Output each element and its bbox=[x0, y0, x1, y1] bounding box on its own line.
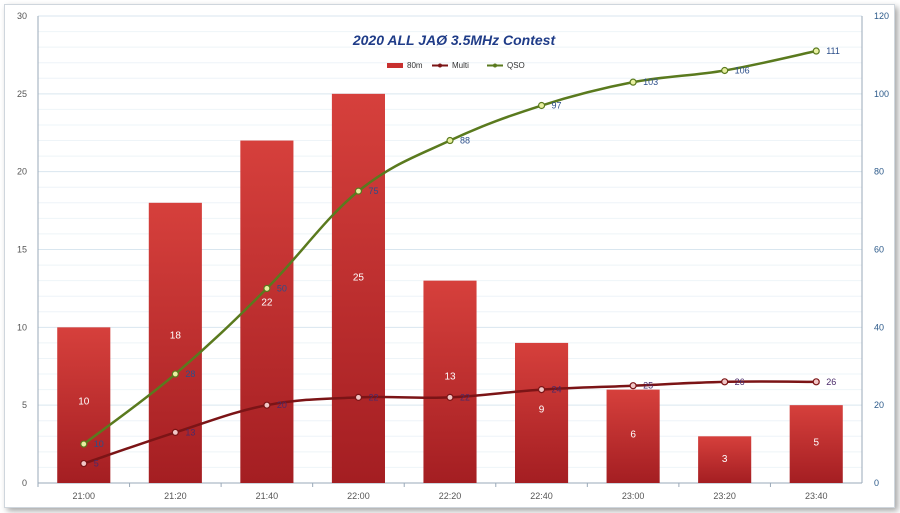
x-tick-label: 23:00 bbox=[622, 491, 645, 501]
point-multi bbox=[721, 378, 729, 386]
x-tick-label: 21:00 bbox=[73, 491, 96, 501]
bar-80m bbox=[698, 436, 752, 483]
point-qso bbox=[812, 47, 820, 55]
point-multi bbox=[263, 401, 271, 409]
y-left-tick-label: 30 bbox=[17, 11, 27, 21]
y-left-tick-label: 25 bbox=[17, 89, 27, 99]
multi-value-label: 22 bbox=[368, 392, 378, 402]
bar-80m bbox=[515, 342, 569, 483]
x-tick-label: 22:00 bbox=[347, 491, 370, 501]
legend-marker-qso bbox=[493, 63, 497, 68]
bar-value-label: 22 bbox=[261, 297, 273, 308]
bar-80m bbox=[789, 405, 843, 483]
qso-value-label: 111 bbox=[826, 46, 840, 56]
multi-value-label: 20 bbox=[277, 400, 287, 410]
y-right-tick-label: 20 bbox=[874, 400, 884, 410]
point-qso bbox=[629, 78, 637, 86]
bar-value-label: 18 bbox=[170, 330, 182, 341]
x-tick-label: 21:20 bbox=[164, 491, 187, 501]
legend-label: Multi bbox=[452, 61, 469, 70]
multi-value-label: 26 bbox=[826, 377, 836, 387]
y-left-tick-label: 0 bbox=[22, 478, 27, 488]
bar-value-label: 3 bbox=[722, 454, 728, 465]
line-qso bbox=[83, 49, 817, 446]
point-multi bbox=[812, 378, 820, 386]
bar-80m bbox=[606, 389, 660, 483]
bar-value-label: 13 bbox=[444, 372, 456, 383]
y-right-tick-label: 60 bbox=[874, 245, 884, 255]
bar-80m bbox=[148, 202, 202, 484]
y-right-tick-label: 80 bbox=[874, 167, 884, 177]
point-qso bbox=[263, 284, 271, 293]
legend-marker-multi bbox=[438, 63, 442, 68]
bar-80m bbox=[331, 93, 385, 483]
x-tick-label: 23:20 bbox=[713, 491, 736, 501]
x-tick-label: 23:40 bbox=[805, 491, 828, 501]
qso-value-label: 88 bbox=[460, 136, 470, 146]
chart-title: 2020 ALL JAØ 3.5MHz Contest bbox=[352, 32, 557, 48]
point-qso bbox=[354, 187, 363, 195]
multi-value-label: 25 bbox=[643, 381, 653, 391]
point-qso bbox=[171, 370, 179, 378]
point-multi bbox=[537, 386, 546, 394]
qso-value-label: 97 bbox=[552, 101, 562, 111]
qso-value-label: 103 bbox=[643, 77, 658, 87]
bar-series-80m bbox=[57, 93, 843, 484]
multi-value-label: 26 bbox=[735, 377, 745, 387]
data-labels: 10 18 22 25 13 9 6 3 5 5 13 20 22 22 24 25 26 26 10 28 50 75 8… bbox=[78, 46, 840, 469]
y-right-tick-label: 100 bbox=[874, 89, 889, 99]
bar-value-label: 25 bbox=[353, 273, 365, 284]
legend-entry: QSO bbox=[487, 61, 525, 70]
y-left-tick-label: 15 bbox=[17, 245, 27, 255]
y-right-tick-label: 0 bbox=[874, 478, 879, 488]
bar-80m bbox=[240, 140, 294, 484]
qso-value-label: 106 bbox=[735, 65, 750, 75]
y-right-tick-label: 40 bbox=[874, 322, 884, 332]
qso-value-label: 10 bbox=[94, 439, 104, 449]
x-tick-label: 21:40 bbox=[256, 491, 279, 501]
bar-80m bbox=[423, 280, 477, 483]
y-right-tick-label: 120 bbox=[874, 11, 889, 21]
legend-label: QSO bbox=[507, 61, 525, 70]
y-left-tick-label: 20 bbox=[17, 167, 27, 177]
legend-entry: Multi bbox=[432, 61, 469, 70]
point-qso bbox=[446, 136, 454, 145]
bar-value-label: 10 bbox=[78, 396, 90, 407]
bar-value-label: 5 bbox=[813, 438, 819, 449]
multi-value-label: 24 bbox=[552, 385, 562, 395]
bar-value-label: 6 bbox=[630, 429, 636, 440]
qso-value-label: 28 bbox=[185, 369, 195, 379]
legend: 80m Multi QSO bbox=[387, 61, 525, 70]
x-tick-label: 22:40 bbox=[530, 491, 553, 501]
bar-value-label: 9 bbox=[539, 405, 545, 416]
point-qso bbox=[80, 440, 88, 448]
y-left-tick-label: 10 bbox=[17, 322, 27, 332]
x-tick-label: 22:20 bbox=[439, 491, 462, 501]
y-left-tick-label: 5 bbox=[22, 400, 27, 410]
point-multi bbox=[80, 459, 88, 468]
multi-value-label: 22 bbox=[460, 392, 470, 402]
qso-value-label: 75 bbox=[368, 186, 378, 196]
legend-entry: 80m bbox=[387, 61, 423, 70]
chart-frame: 0 5 10 15 20 25 30 0 20 40 60 80 100 120 21:00 21:20 21:… bbox=[4, 4, 895, 508]
multi-value-label: 13 bbox=[185, 427, 195, 437]
multi-value-label: 5 bbox=[94, 459, 99, 469]
point-multi bbox=[171, 428, 179, 437]
point-multi bbox=[354, 393, 363, 401]
point-qso bbox=[537, 101, 546, 110]
line-series bbox=[80, 47, 820, 468]
chart-svg: 0 5 10 15 20 25 30 0 20 40 60 80 100 120 21:00 21:20 21:… bbox=[17, 11, 889, 501]
point-multi bbox=[629, 382, 637, 390]
point-qso bbox=[721, 66, 729, 75]
point-multi bbox=[446, 393, 454, 401]
legend-swatch-80m bbox=[387, 63, 403, 68]
legend-label: 80m bbox=[407, 61, 423, 70]
qso-value-label: 50 bbox=[277, 283, 287, 293]
